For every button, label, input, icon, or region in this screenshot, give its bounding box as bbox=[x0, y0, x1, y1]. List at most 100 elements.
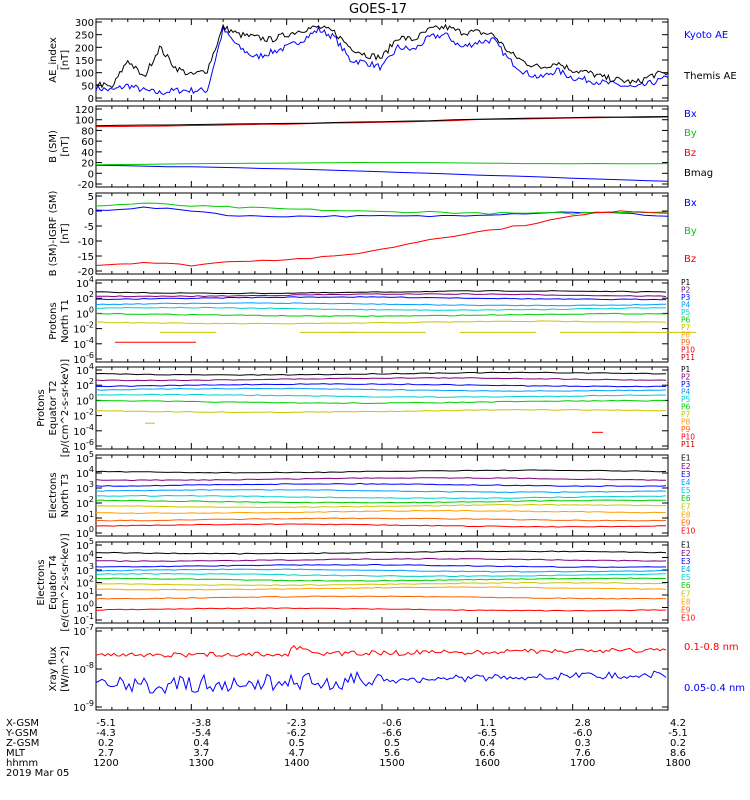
legend-e3: E3 bbox=[681, 470, 691, 479]
legend-p11: P11 bbox=[681, 440, 695, 449]
footer-value: 6.6 bbox=[479, 748, 495, 759]
series-line-by bbox=[95, 161, 669, 166]
y-tick-label: 100 bbox=[75, 69, 94, 80]
y-tick-label: 10-9 bbox=[73, 699, 94, 714]
y-axis-label: B (SM) bbox=[48, 130, 59, 163]
y-tick-label: 100 bbox=[76, 392, 94, 407]
legend-e7: E7 bbox=[681, 589, 691, 598]
legend-p2: P2 bbox=[681, 373, 691, 382]
legend-p5: P5 bbox=[681, 395, 691, 404]
series-line-e3 bbox=[95, 564, 667, 568]
footer-date: 2019 Mar 05 bbox=[6, 768, 69, 779]
series-line-bz bbox=[95, 210, 669, 267]
legend-p9: P9 bbox=[681, 338, 691, 347]
footer-value: -3.8 bbox=[192, 718, 212, 729]
y-axis-label: North T3 bbox=[60, 474, 71, 518]
panel-frame bbox=[95, 18, 669, 102]
series-line-e5 bbox=[95, 494, 667, 499]
legend-p5: P5 bbox=[681, 308, 691, 317]
y-tick-label: 100 bbox=[76, 305, 94, 320]
y-tick-label: 104 bbox=[76, 275, 94, 290]
series-line-e1 bbox=[95, 550, 667, 555]
legend-e9: E9 bbox=[681, 518, 691, 527]
series-line-e9 bbox=[96, 517, 667, 522]
legend-p10: P10 bbox=[681, 345, 695, 354]
series-line-p5 bbox=[95, 306, 667, 311]
y-tick-label: 100 bbox=[75, 116, 94, 127]
series-line-e9 bbox=[95, 595, 667, 600]
series-line-p6 bbox=[95, 312, 667, 317]
y-tick-label: 102 bbox=[76, 290, 94, 305]
legend-p1: P1 bbox=[681, 278, 691, 287]
footer-value: 2.8 bbox=[575, 718, 591, 729]
legend-p2: P2 bbox=[681, 286, 691, 295]
y-axis-label: [e/(cm^2-s-sr-keV)] bbox=[60, 533, 71, 631]
footer-value: -6.5 bbox=[478, 728, 498, 739]
footer-value: -0.6 bbox=[382, 718, 402, 729]
y-axis-label: Protons bbox=[36, 389, 47, 426]
y-tick-label: 0 bbox=[88, 207, 94, 218]
y-tick-label: 10-6 bbox=[73, 351, 94, 366]
y-tick-label: -15 bbox=[78, 252, 94, 263]
y-tick-label: 80 bbox=[81, 126, 94, 137]
y-tick-label: 104 bbox=[76, 550, 94, 565]
legend-p3: P3 bbox=[681, 293, 691, 302]
y-axis-label: [nT] bbox=[60, 136, 71, 156]
footer-row-label: MLT bbox=[6, 748, 26, 759]
series-line-e10 bbox=[95, 523, 667, 528]
y-tick-label: 0 bbox=[88, 169, 94, 180]
y-axis-label: Equator T4 bbox=[48, 555, 59, 610]
y-tick-label: 100 bbox=[76, 525, 94, 540]
y-tick-label: 10-6 bbox=[73, 438, 94, 453]
series-line-e6 bbox=[95, 499, 666, 504]
y-tick-label: 102 bbox=[76, 377, 94, 392]
legend-e1: E1 bbox=[681, 541, 691, 550]
y-axis-label: Electrons bbox=[36, 559, 47, 605]
y-tick-label: 10-2 bbox=[73, 408, 94, 423]
series-line-e4 bbox=[96, 568, 667, 573]
footer-value: 1400 bbox=[284, 758, 309, 769]
series-line-e2 bbox=[95, 557, 667, 563]
series-line-xray-long bbox=[95, 644, 667, 658]
y-tick-label: 250 bbox=[75, 31, 94, 42]
legend-e10: E10 bbox=[681, 527, 696, 536]
y-tick-label: 104 bbox=[76, 465, 94, 480]
series-line-themis-ae bbox=[95, 23, 669, 89]
legend-p4: P4 bbox=[681, 388, 691, 397]
legend-p6: P6 bbox=[681, 402, 691, 411]
y-tick-label: 105 bbox=[76, 450, 94, 465]
y-tick-label: -20 bbox=[78, 267, 94, 278]
series-line-by bbox=[95, 202, 669, 215]
y-tick-label: 50 bbox=[81, 81, 94, 92]
legend-bx: Bx bbox=[684, 109, 697, 120]
legend-e2: E2 bbox=[681, 549, 691, 558]
legend-e5: E5 bbox=[681, 573, 691, 582]
y-tick-label: -5 bbox=[84, 222, 94, 233]
series-line-e6 bbox=[95, 577, 667, 582]
series-line-e5 bbox=[95, 572, 667, 578]
footer-value: 4.2 bbox=[670, 718, 686, 729]
y-tick-label: 5 bbox=[88, 192, 94, 203]
y-axis-label: B (SM)-IGRF (SM) bbox=[48, 191, 59, 277]
legend-e2: E2 bbox=[681, 462, 691, 471]
legend-themis-ae: Themis AE bbox=[683, 71, 737, 82]
footer-value: 7.6 bbox=[575, 748, 591, 759]
footer-value: 1700 bbox=[570, 758, 595, 769]
footer-value: -6.2 bbox=[287, 728, 307, 739]
legend-e4: E4 bbox=[681, 565, 691, 574]
y-tick-label: 120 bbox=[75, 105, 94, 116]
series-line-p1 bbox=[95, 290, 667, 295]
footer-value: 1600 bbox=[475, 758, 500, 769]
y-tick-label: 10-4 bbox=[73, 423, 94, 438]
footer-value: 0.5 bbox=[289, 738, 305, 749]
footer-value: 2.7 bbox=[98, 748, 114, 759]
footer-value: 3.7 bbox=[193, 748, 209, 759]
plot-title: GOES-17 bbox=[349, 2, 407, 17]
y-tick-label: 60 bbox=[81, 137, 94, 148]
legend-p10: P10 bbox=[681, 432, 695, 441]
y-tick-label: 102 bbox=[76, 495, 94, 510]
legend-e10: E10 bbox=[681, 614, 696, 623]
y-tick-label: 300 bbox=[75, 18, 94, 29]
series-line-e8 bbox=[96, 586, 667, 591]
footer-value: -6.6 bbox=[382, 728, 402, 739]
